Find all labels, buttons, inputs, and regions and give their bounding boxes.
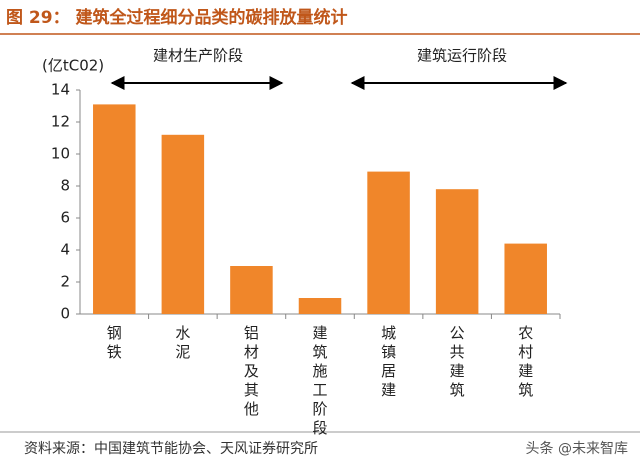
bar	[298, 298, 342, 314]
x-tick-label: 建筑施工阶段	[312, 324, 327, 437]
y-tick-label: 6	[60, 209, 70, 227]
x-tick-label: 公共建筑	[450, 324, 465, 399]
y-tick-label: 0	[60, 305, 70, 323]
y-tick-label: 12	[51, 113, 70, 131]
bar	[93, 104, 136, 315]
y-tick-label: 2	[60, 273, 70, 291]
bar	[504, 243, 547, 314]
bar	[230, 266, 273, 314]
annotation: 建筑运行阶段	[417, 47, 507, 65]
bar	[367, 171, 410, 314]
annotation: 建材生产阶段	[153, 47, 243, 65]
x-tick-label: 铝材及其他	[244, 324, 259, 418]
source: 资料来源：中国建筑节能协会、天风证券研究所	[24, 441, 318, 457]
y-axis-label: (亿tC02)	[42, 57, 104, 75]
y-tick-label: 4	[60, 241, 70, 259]
y-tick-label: 8	[60, 177, 70, 195]
x-tick-label: 城镇居建	[381, 324, 396, 399]
x-tick-label: 钢铁	[107, 324, 122, 361]
y-tick-label: 14	[51, 81, 70, 99]
watermark: 头条 @未来智库	[526, 440, 628, 457]
x-tick-label: 水泥	[175, 324, 190, 361]
x-tick-label: 农村建筑	[518, 324, 533, 399]
chart-title: 图 29： 建筑全过程细分品类的碳排放量统计	[6, 7, 348, 28]
y-tick-label: 10	[51, 145, 70, 163]
bar	[161, 134, 205, 314]
bar	[435, 189, 479, 314]
